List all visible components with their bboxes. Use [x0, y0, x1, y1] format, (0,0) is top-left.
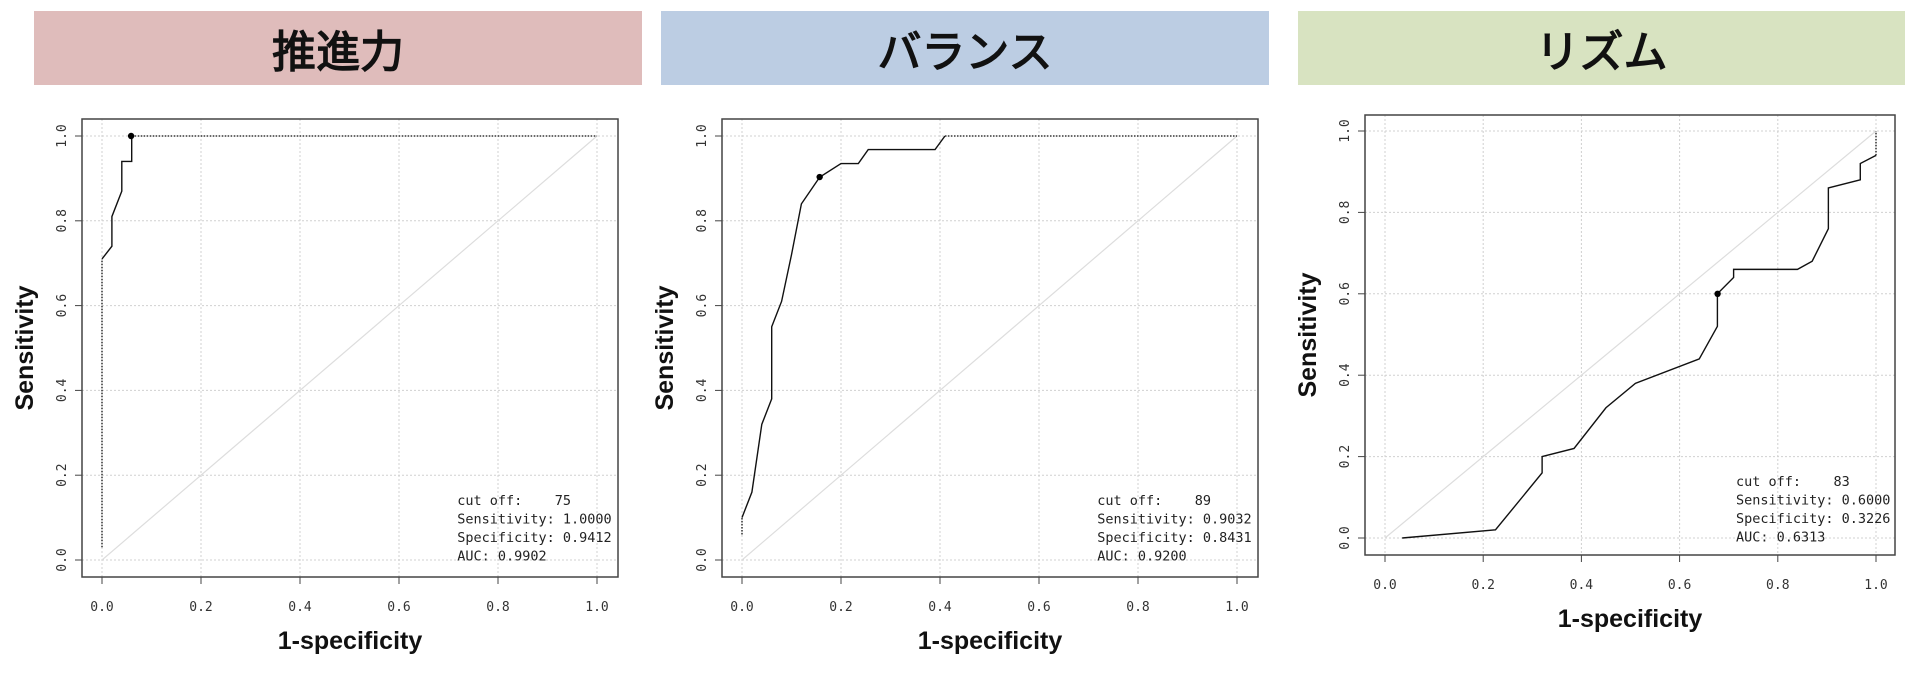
x-tick-label: 0.8 [1766, 578, 1789, 593]
panel-header-rhythm: リズム [1298, 11, 1905, 85]
x-tick-label: 0.4 [288, 600, 312, 615]
x-tick-label: 0.6 [1027, 600, 1050, 615]
y-tick-label: 1.0 [1338, 119, 1353, 142]
y-tick-label: 0.6 [1338, 282, 1353, 305]
roc-curve [741, 135, 946, 518]
x-axis-label: 1-specificity [1558, 605, 1703, 633]
annotation-line: AUC: 0.6313 [1736, 530, 1825, 546]
y-tick-label: 0.8 [55, 209, 70, 232]
plot-frame [1364, 114, 1896, 556]
y-axis-label: Sensitivity [1294, 272, 1322, 397]
y-tick-label: 0.2 [1338, 445, 1353, 468]
roc-chart-rhythm: 0.0 0.2 0.4 0.6 0.8 1.0 0.0 0.2 0.4 0.6 0.8 1.0 cut … [1294, 114, 1896, 633]
y-tick-label: 0.4 [695, 378, 710, 402]
plot-frame [721, 118, 1259, 578]
y-tick-label: 0.2 [695, 463, 710, 486]
annotation-line: Specificity: 0.8431 [1097, 530, 1251, 546]
y-tick-label: 0.0 [1338, 526, 1353, 549]
reference-diagonal [741, 135, 1238, 561]
annotation-line: cut off: 75 [457, 493, 571, 509]
plot-frame [81, 118, 619, 578]
annotation-line: Sensitivity: 1.0000 [457, 512, 611, 528]
y-tick-label: 0.8 [1338, 201, 1353, 224]
y-axis-label: Sensitivity [11, 285, 39, 410]
annotation-line: AUC: 0.9902 [457, 549, 546, 565]
y-tick-label: 0.6 [695, 294, 710, 317]
optimal-cutoff-point [1714, 290, 1721, 297]
x-tick-label: 0.2 [829, 600, 852, 615]
roc-chart-balance: 0.0 0.2 0.4 0.6 0.8 1.0 0.0 0.2 0.4 0.6 0.8 1.0 cut … [651, 118, 1259, 655]
roc-curve [101, 136, 133, 260]
y-axis-label: Sensitivity [651, 285, 679, 410]
x-tick-label: 0.0 [1373, 578, 1396, 593]
y-tick-label: 0.0 [695, 548, 710, 571]
x-tick-label: 0.0 [90, 600, 113, 615]
x-tick-label: 0.4 [928, 600, 952, 615]
x-tick-label: 1.0 [1225, 600, 1248, 615]
y-tick-label: 1.0 [695, 124, 710, 147]
x-tick-label: 0.8 [1126, 600, 1149, 615]
y-tick-label: 0.2 [55, 463, 70, 486]
x-tick-label: 0.0 [730, 600, 753, 615]
y-tick-label: 0.4 [1338, 363, 1353, 387]
x-axis-label: 1-specificity [918, 627, 1063, 655]
x-tick-label: 0.6 [387, 600, 410, 615]
annotation-line: Sensitivity: 0.9032 [1097, 512, 1251, 528]
reference-diagonal [101, 135, 598, 561]
panel-header-balance: バランス [661, 11, 1269, 85]
annotation-line: cut off: 83 [1736, 474, 1850, 490]
annotation-line: AUC: 0.9200 [1097, 549, 1186, 565]
annotation-line: cut off: 89 [1097, 493, 1211, 509]
annotation-line: Specificity: 0.3226 [1736, 511, 1890, 527]
x-tick-label: 0.4 [1570, 578, 1594, 593]
y-tick-label: 0.6 [55, 294, 70, 317]
y-tick-label: 0.8 [695, 209, 710, 232]
optimal-cutoff-point [127, 132, 135, 140]
x-tick-label: 0.6 [1668, 578, 1691, 593]
reference-diagonal [1384, 130, 1877, 539]
x-tick-label: 0.8 [486, 600, 509, 615]
optimal-cutoff-point [816, 173, 823, 181]
y-tick-label: 1.0 [55, 124, 70, 147]
y-tick-label: 0.0 [55, 548, 70, 571]
x-tick-label: 0.2 [189, 600, 212, 615]
y-tick-label: 0.4 [55, 378, 70, 402]
annotation-line: Specificity: 0.9412 [457, 530, 611, 546]
x-tick-label: 1.0 [585, 600, 608, 615]
x-tick-label: 1.0 [1864, 578, 1887, 593]
x-tick-label: 0.2 [1471, 578, 1494, 593]
panel-header-propulsion: 推進力 [34, 11, 642, 85]
annotation-line: Sensitivity: 0.6000 [1736, 493, 1890, 509]
roc-chart-propulsion: 0.0 0.2 0.4 0.6 0.8 1.0 0.0 0.2 0.4 0.6 0.8 1.0 cut … [11, 118, 619, 655]
x-axis-label: 1-specificity [278, 627, 423, 655]
